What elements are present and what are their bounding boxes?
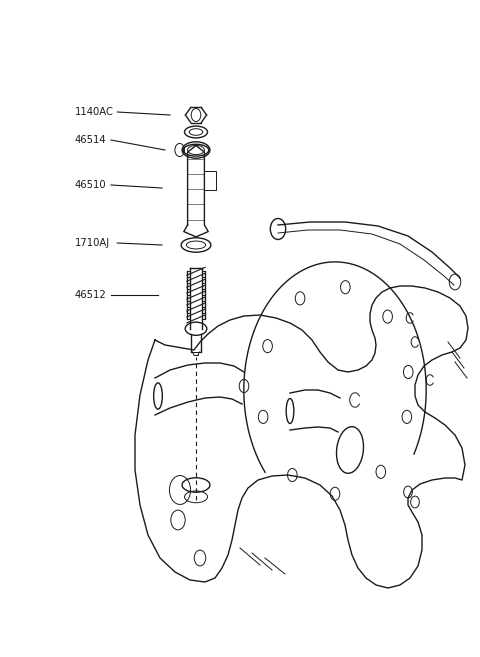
Text: 1140AC: 1140AC — [75, 107, 114, 117]
Text: 46510: 46510 — [75, 180, 107, 190]
Text: 46514: 46514 — [75, 135, 107, 145]
Text: 46512: 46512 — [75, 290, 107, 300]
Text: 1710AJ: 1710AJ — [75, 238, 110, 248]
